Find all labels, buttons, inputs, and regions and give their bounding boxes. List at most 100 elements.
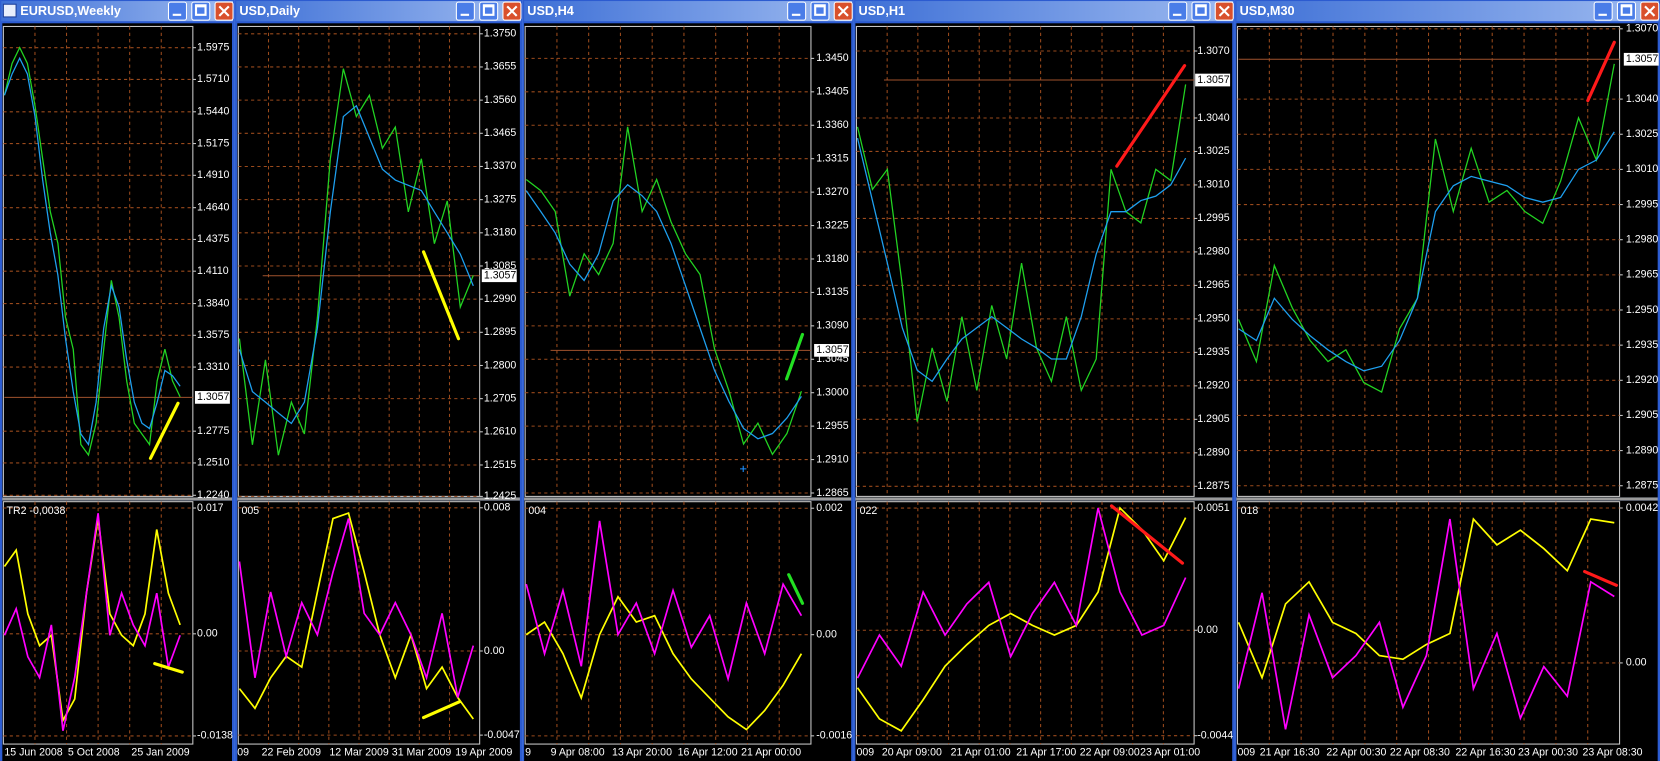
price-tick-label: 1.2510 (197, 457, 229, 469)
indicator-tick-label: 0.017 (197, 502, 224, 514)
price-tick-label: 1.3655 (484, 61, 516, 73)
minimize-button[interactable] (1593, 1, 1613, 21)
cursor-mark (740, 465, 747, 473)
price-tick-label: 1.2865 (816, 487, 848, 499)
minimize-button[interactable] (167, 1, 188, 21)
price-tick-label: 1.2800 (484, 359, 516, 371)
price-tick-label: 1.2955 (816, 420, 848, 432)
last-price-label: 1.3057 (484, 270, 516, 282)
price-tick-label: 1.2980 (1626, 233, 1658, 245)
price-tick-label: 1.2965 (1197, 279, 1229, 291)
price-tick-label: 1.2890 (1197, 447, 1229, 459)
price-tick-label: 1.3405 (816, 86, 848, 98)
last-price-box (194, 391, 230, 404)
window-title: USD,Daily (239, 4, 300, 18)
indicator-tick-label: 0.00 (816, 628, 837, 640)
pane-separator (524, 497, 852, 501)
price-tick-label: 1.3560 (484, 94, 516, 106)
date-label: 9 (525, 746, 531, 758)
price-tick-label: 1.5175 (197, 137, 229, 149)
close-icon (218, 5, 230, 17)
minimize-button[interactable] (455, 1, 475, 21)
date-label: 09 (237, 746, 249, 758)
price-tick-label: 1.3270 (816, 186, 848, 198)
price-line (238, 68, 474, 456)
maximize-icon (482, 4, 495, 16)
indicator-tick-label: -0.0047 (484, 729, 520, 741)
indicator-line (856, 507, 1187, 679)
price-tick-label: 1.3070 (1626, 23, 1658, 35)
price-tick-label: 1.2910 (816, 453, 848, 465)
indicator-line (1237, 517, 1615, 681)
title-bar (855, 1, 1234, 22)
pane-separator (855, 497, 1233, 501)
title-bar (236, 1, 521, 22)
last-price-box (481, 269, 517, 283)
price-tick-label: 1.3025 (1626, 128, 1658, 140)
price-line (238, 104, 474, 425)
date-label: 22 Apr 09:00 (1080, 746, 1140, 758)
maximize-icon (814, 4, 826, 16)
pane-separator (1236, 497, 1658, 501)
title-bar (1236, 1, 1659, 22)
last-price-label: 1.3057 (816, 344, 848, 356)
price-tick-label: 1.5440 (197, 106, 229, 118)
date-label: 20 Apr 09:00 (882, 746, 942, 758)
chart-window: USD,H4 1.3450 1.3405 1.3360 1.3315 1.3270 1.32… (523, 0, 854, 761)
close-icon (1218, 5, 1230, 17)
trend-line (787, 573, 805, 605)
price-tick-label: 1.5710 (197, 73, 229, 85)
price-tick-label: 1.3135 (816, 286, 848, 298)
window-icon (2, 3, 17, 18)
date-label: 15 Jun 2008 (4, 746, 62, 758)
price-tick-label: 1.2705 (484, 392, 516, 404)
indicator-plot-border (524, 501, 812, 745)
indicator-tick-label: 0.00 (1626, 657, 1647, 669)
price-tick-label: 1.2905 (1197, 413, 1229, 425)
minimize-button[interactable] (1168, 1, 1188, 21)
minimize-button[interactable] (787, 1, 807, 21)
price-pane (855, 23, 1233, 498)
trend-line (1109, 504, 1185, 565)
chart-window: USD,H1 1.3070 1.3040 1.3025 1.3010 1.2995 1.29… (854, 0, 1235, 761)
price-tick-label: 1.2775 (197, 425, 229, 437)
date-label: 31 Mar 2009 (392, 746, 452, 758)
date-label: 22 Apr 08:30 (1390, 746, 1450, 758)
date-label: 9 Apr 08:00 (551, 746, 605, 758)
price-tick-label: 1.2965 (1626, 269, 1658, 281)
price-tick-label: 1.3310 (197, 361, 229, 373)
price-tick-label: 1.2515 (484, 459, 516, 471)
price-tick-label: 1.2895 (484, 326, 516, 338)
price-tick-label: 1.2935 (1626, 339, 1658, 351)
price-tick-label: 1.2990 (484, 293, 516, 305)
price-line (856, 137, 1187, 383)
window-title: USD,H4 (527, 4, 574, 18)
date-label: 22 Apr 00:30 (1326, 746, 1386, 758)
indicator-label: 005 (242, 505, 260, 517)
indicator-label: 022 (860, 505, 878, 517)
chart-window: USD,Daily 1.3750 1.3655 1.3560 1.3465 1.3370 1… (235, 0, 523, 761)
indicator-line (1237, 518, 1615, 730)
price-tick-label: 1.2935 (1197, 346, 1229, 358)
last-price-box (814, 344, 850, 357)
indicator-tick-label: -0.0044 (1197, 729, 1233, 741)
price-tick-label: 1.3225 (816, 219, 848, 231)
date-label: 16 Apr 12:00 (678, 746, 738, 758)
price-tick-label: 1.3450 (816, 52, 848, 64)
price-tick-label: 1.2425 (484, 490, 516, 502)
price-pane (524, 23, 852, 498)
price-tick-label: 1.3370 (484, 160, 516, 172)
maximize-icon (1195, 4, 1207, 16)
price-tick-label: 1.3465 (484, 127, 516, 139)
price-tick-label: 1.3000 (816, 387, 848, 399)
indicator-plot-border (855, 501, 1195, 745)
price-line (1238, 131, 1615, 372)
date-label: 23 Apr 08:30 (1583, 746, 1643, 758)
price-tick-label: 1.3045 (816, 353, 848, 365)
indicator-pane (524, 500, 852, 761)
date-label: 21 Apr 00:00 (741, 746, 801, 758)
pane-separator (237, 497, 520, 501)
chart-window: EURUSD,Weekly 1.5975 1.5710 1.5440 1.5175 1.4… (0, 0, 235, 761)
